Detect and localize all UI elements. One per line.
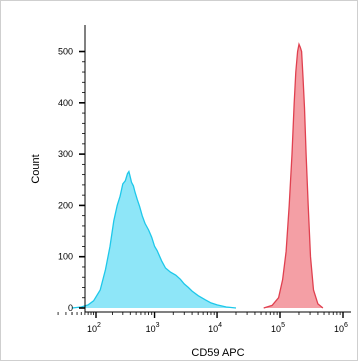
x-tick-label: 104 <box>208 322 222 334</box>
y-tick-label: 500 <box>58 47 73 57</box>
x-tick-label: 103 <box>146 322 160 334</box>
series-1-line <box>71 170 237 309</box>
series-2-line <box>263 42 324 309</box>
x-tick-label: 102 <box>87 322 101 334</box>
series-2-area <box>263 44 323 309</box>
x-axis-label: CD59 APC <box>191 347 244 359</box>
x-tick-label: 106 <box>334 322 348 334</box>
x-tick-label: 105 <box>271 322 285 334</box>
y-tick-label: 400 <box>58 98 73 108</box>
y-tick-label: 100 <box>58 252 73 262</box>
y-tick-label: 0 <box>68 303 73 313</box>
y-tick-label: 300 <box>58 149 73 159</box>
y-axis-label: Count <box>30 154 42 183</box>
series-1-area <box>72 171 236 308</box>
y-tick-label: 200 <box>58 200 73 210</box>
